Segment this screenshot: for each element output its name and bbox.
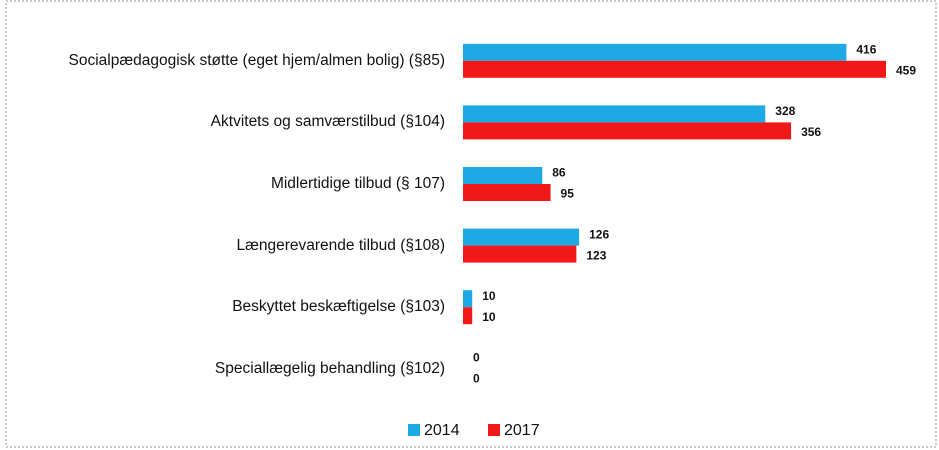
value-label: 459	[896, 63, 916, 77]
bar	[463, 167, 543, 184]
bar	[463, 122, 792, 140]
legend-swatch	[408, 424, 420, 436]
bar	[463, 245, 577, 263]
legend-label: 2017	[504, 422, 540, 439]
value-label: 328	[775, 104, 795, 118]
value-label: 10	[482, 289, 496, 303]
category-label: Socialpædagogisk støtte (eget hjem/almen…	[10, 51, 446, 71]
category-label: Beskyttet beskæftigelse (§103)	[10, 297, 445, 317]
bar	[463, 290, 473, 308]
value-label: 10	[482, 310, 496, 324]
value-label: 416	[856, 42, 876, 56]
value-label: 356	[801, 125, 821, 139]
bar	[463, 60, 886, 78]
value-label: 86	[552, 166, 566, 180]
bar	[463, 184, 551, 201]
value-label: 95	[561, 187, 575, 201]
category-label: Midlertidige tilbud (§ 107)	[10, 174, 445, 194]
category-text: Midlertidige tilbud (§ 107)	[270, 175, 445, 192]
value-label: 0	[473, 350, 480, 364]
value-label: 123	[586, 248, 606, 262]
category-text: Socialpædagogisk støtte (eget hjem/almen…	[68, 51, 446, 69]
category-text: Speciallægelig behandling (§102)	[214, 359, 445, 377]
category-text: Længerevarende tilbud (§108)	[236, 236, 445, 254]
bar	[463, 307, 473, 325]
category-label: Aktvitets og samværstilbud (§104)	[10, 112, 445, 132]
legend-label: 2014	[424, 422, 460, 439]
category-text: Aktvitets og samværstilbud (§104)	[210, 113, 445, 131]
bar	[463, 43, 847, 61]
category-label: Længerevarende tilbud (§108)	[10, 236, 445, 256]
value-label: 126	[589, 227, 609, 241]
category-text: Beskyttet beskæftigelse (§103)	[232, 298, 445, 316]
category-label: Speciallægelig behandling (§102)	[10, 359, 445, 379]
bar	[463, 228, 580, 246]
value-label: 0	[473, 371, 480, 385]
frame	[5, 0, 937, 448]
legend-swatch	[488, 424, 500, 436]
bar	[463, 105, 766, 123]
